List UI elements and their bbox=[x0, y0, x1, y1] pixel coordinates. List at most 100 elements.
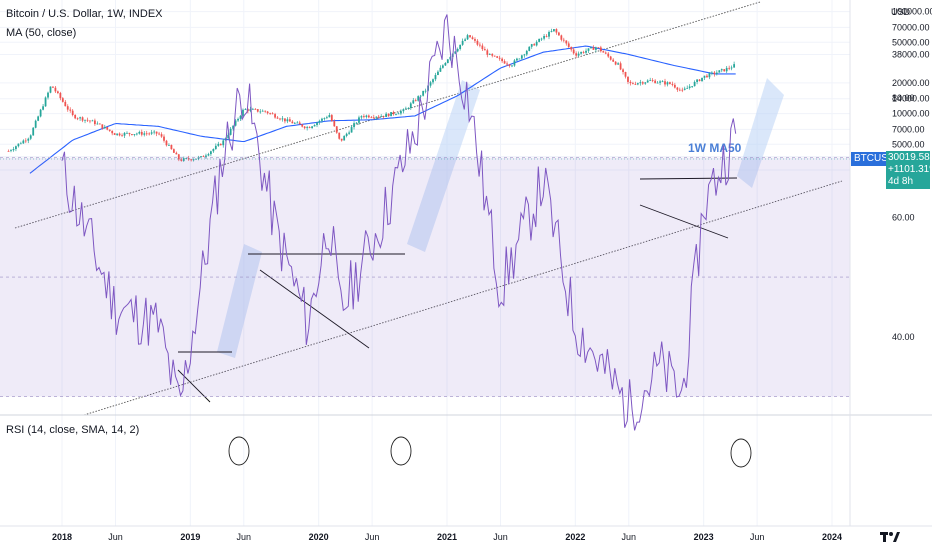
candle-body bbox=[434, 75, 437, 80]
candle-body bbox=[530, 44, 533, 47]
rsi-axis-ticks[interactable]: 80.00 60.00 40.00 bbox=[892, 93, 915, 342]
candle-body bbox=[708, 73, 711, 78]
candle-body bbox=[688, 86, 691, 88]
candle-body bbox=[417, 96, 420, 101]
candle-body bbox=[321, 118, 323, 121]
candle-body bbox=[202, 156, 205, 158]
candle-body bbox=[121, 135, 123, 137]
candle-body bbox=[550, 31, 553, 32]
candle-body bbox=[733, 64, 736, 68]
candle-body bbox=[548, 31, 550, 37]
candle-body bbox=[382, 116, 385, 118]
candle-body bbox=[659, 81, 661, 83]
candle-body bbox=[74, 114, 77, 119]
candle-body bbox=[214, 145, 217, 149]
time-tick-label: 2024 bbox=[822, 532, 842, 542]
candle-body bbox=[718, 70, 721, 73]
price-axis-currency: USD bbox=[891, 7, 911, 17]
candle-body bbox=[629, 81, 632, 84]
candle-body bbox=[195, 158, 197, 160]
candle-body bbox=[715, 72, 718, 75]
candle-body bbox=[506, 63, 508, 65]
rsi-tick-label: 60.00 bbox=[892, 212, 915, 222]
candle-body bbox=[698, 79, 701, 82]
candle-body bbox=[298, 122, 301, 125]
candle-body bbox=[335, 126, 338, 133]
candle-body bbox=[543, 36, 545, 39]
candle-body bbox=[138, 131, 141, 134]
candle-body bbox=[409, 103, 412, 108]
candle-body bbox=[59, 92, 62, 99]
time-axis-ticks[interactable]: 2018 Jun 2019 Jun 2020 Jun 2021 Jun 2022 Jun 2023 J… bbox=[52, 532, 842, 542]
candle-body bbox=[168, 144, 170, 146]
candle-body bbox=[316, 122, 318, 126]
candle-body bbox=[338, 132, 341, 139]
candle-body bbox=[609, 56, 612, 60]
candle-body bbox=[12, 149, 15, 151]
candle-body bbox=[441, 65, 444, 68]
candle-body bbox=[681, 89, 684, 91]
candle-body bbox=[249, 109, 252, 112]
candle-body bbox=[466, 35, 469, 40]
ma-legend[interactable]: MA (50, close) bbox=[6, 27, 77, 39]
candle-body bbox=[538, 38, 541, 42]
candle-body bbox=[360, 116, 363, 118]
candle-body bbox=[691, 86, 694, 87]
price-badge-change: +1101.31% bbox=[888, 164, 932, 175]
candle-body bbox=[116, 133, 119, 135]
candle-body bbox=[439, 67, 442, 72]
candle-body bbox=[471, 37, 474, 40]
candle-body bbox=[343, 135, 346, 141]
candle-body bbox=[651, 80, 654, 82]
candle-body bbox=[464, 39, 466, 41]
candle-body bbox=[291, 121, 294, 124]
candle-body bbox=[641, 82, 644, 84]
candle-body bbox=[22, 140, 25, 144]
candle-body bbox=[535, 41, 538, 46]
candle-body bbox=[279, 118, 281, 120]
price-tick-label: 14000.00 bbox=[892, 94, 930, 104]
candle-body bbox=[533, 44, 536, 46]
candle-body bbox=[24, 140, 27, 142]
candle-body bbox=[673, 84, 676, 88]
candle-body bbox=[323, 117, 326, 119]
candle-body bbox=[649, 80, 652, 82]
channel-upper-line bbox=[14, 1, 761, 229]
candle-body bbox=[200, 156, 202, 158]
candle-body bbox=[61, 98, 64, 102]
candle-body bbox=[483, 49, 486, 51]
candle-body bbox=[47, 92, 49, 98]
candle-body bbox=[350, 127, 353, 133]
candle-body bbox=[66, 106, 69, 110]
candle-body bbox=[412, 100, 415, 104]
candle-body bbox=[713, 72, 716, 75]
candle-body bbox=[624, 71, 627, 77]
candle-body bbox=[669, 82, 671, 84]
candle-body bbox=[513, 60, 516, 66]
candle-body bbox=[266, 111, 269, 114]
candle-body bbox=[666, 82, 669, 85]
candle-body bbox=[720, 69, 723, 71]
candle-body bbox=[599, 47, 602, 52]
candle-body bbox=[654, 80, 657, 84]
candle-body bbox=[288, 119, 291, 122]
candle-body bbox=[461, 40, 464, 45]
candle-body bbox=[523, 54, 526, 56]
rsi-pane bbox=[0, 14, 850, 468]
candle-body bbox=[686, 87, 689, 89]
rsi-legend[interactable]: RSI (14, close, SMA, 14, 2) bbox=[6, 424, 140, 436]
candle-body bbox=[175, 152, 178, 155]
price-axis-ticks[interactable]: 100000.00 70000.00 50000.00 38000.00 20000.0… bbox=[892, 7, 932, 175]
candle-body bbox=[496, 56, 499, 58]
candle-body bbox=[646, 80, 649, 83]
candle-body bbox=[17, 143, 20, 147]
candle-body bbox=[69, 109, 72, 111]
candle-body bbox=[27, 138, 30, 141]
candle-body bbox=[126, 132, 128, 134]
candle-body bbox=[706, 75, 708, 78]
candle-body bbox=[205, 155, 207, 157]
candle-body bbox=[437, 71, 439, 76]
candle-body bbox=[172, 149, 175, 153]
candle-body bbox=[355, 122, 358, 124]
